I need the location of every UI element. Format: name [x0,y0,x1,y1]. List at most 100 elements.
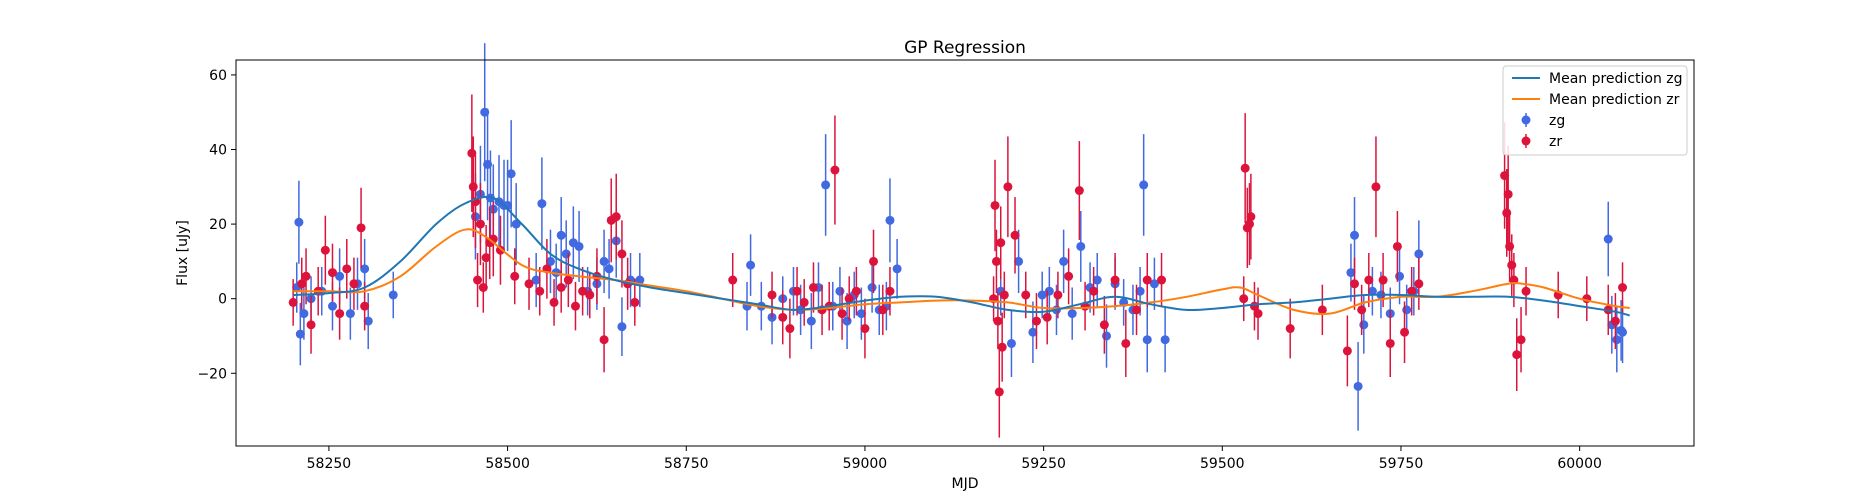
zg-marker [1402,305,1412,315]
zr-point [878,284,888,336]
zr-marker [327,268,337,278]
zg-marker [363,316,373,326]
zr-marker [1042,312,1052,322]
zr-point [524,257,534,310]
zr-marker [301,271,311,281]
zg-marker [1044,286,1054,296]
zr-marker [288,297,298,307]
zr-point [1610,293,1620,350]
zr-point [991,229,1001,294]
zg-point [1102,304,1112,368]
zr-point [1400,301,1410,364]
zr-point [1385,309,1395,378]
zr-point [999,271,1009,319]
zr-point [1064,248,1074,305]
zr-point [860,298,870,359]
zr-point [1157,253,1167,308]
zg-point [635,253,645,308]
zg-point [1353,342,1363,431]
zg-marker [1092,275,1102,285]
zr-marker [830,165,840,175]
zr-marker [1142,275,1152,285]
zr-marker [860,324,870,334]
zr-marker [1357,305,1367,315]
legend-box [1502,65,1688,156]
zr-marker [1132,305,1142,315]
zr-marker [570,301,580,311]
zg-point [1346,243,1356,302]
zr-point [1021,271,1031,319]
zg-point [1076,211,1086,282]
zr-marker [524,279,534,289]
zg-point [345,287,355,340]
zr-marker [475,219,485,229]
zr-marker [556,282,566,292]
zg-point [821,134,831,236]
zr-point [799,279,809,326]
zg-marker [574,241,584,251]
zg-marker [1603,234,1613,244]
zr-marker [599,335,609,345]
zr-point [1253,287,1263,340]
zr-point [1317,284,1327,336]
y-tick-label: −20 [197,366,227,382]
zr-point [1371,136,1381,238]
zr-point [1031,293,1041,350]
zg-point [363,293,373,350]
x-tick-label: 58250 [307,456,352,472]
zr-point [510,248,520,305]
zg-marker [1139,180,1149,190]
zg-marker [746,260,756,270]
legend-label-zr: zr [1549,134,1562,150]
zr-point [808,262,818,313]
zr-point [1053,271,1063,319]
zg-point [1139,134,1149,236]
zr-point [1407,266,1417,316]
zr-marker [869,256,879,266]
zg-point [511,183,521,266]
zr-point [1121,309,1131,378]
zr-point [1392,211,1402,282]
zr-point [1512,318,1522,391]
zr-marker [808,282,818,292]
zg-marker [556,230,566,240]
zg-marker [1350,230,1360,240]
zr-point [570,281,580,331]
zg-marker [294,217,304,227]
zg-marker [1414,249,1424,259]
zr-marker [885,286,895,296]
zg-marker [617,322,627,332]
y-tick-label: 0 [218,292,227,308]
zg-marker [806,316,816,326]
zr-marker [510,271,520,281]
zg-marker [1014,256,1024,266]
zr-point [1521,266,1531,316]
zg-point [574,211,584,282]
zr-marker [991,256,1001,266]
zr-marker [1503,189,1513,199]
zr-marker [1342,346,1352,356]
zr-marker [617,249,627,259]
zr-marker [306,320,316,330]
legend-marker-zr [1521,134,1531,148]
zr-marker [1244,219,1254,229]
zr-point [599,307,609,373]
zr-marker [468,182,478,192]
zr-marker [1064,271,1074,281]
zr-marker [467,148,477,158]
zr-marker [1505,241,1515,251]
zr-marker [1246,212,1256,222]
zr-marker [837,309,847,319]
zg-marker [1353,381,1363,391]
zr-marker [1074,186,1084,196]
zr-point [473,253,483,308]
zr-point [360,281,370,331]
zg-point [545,229,555,294]
zg-marker [892,264,902,274]
zg-marker [345,309,355,319]
x-tick-label: 59750 [1379,456,1424,472]
zr-marker [996,238,1006,248]
zg-point [506,120,516,228]
zg-point [1142,307,1152,373]
